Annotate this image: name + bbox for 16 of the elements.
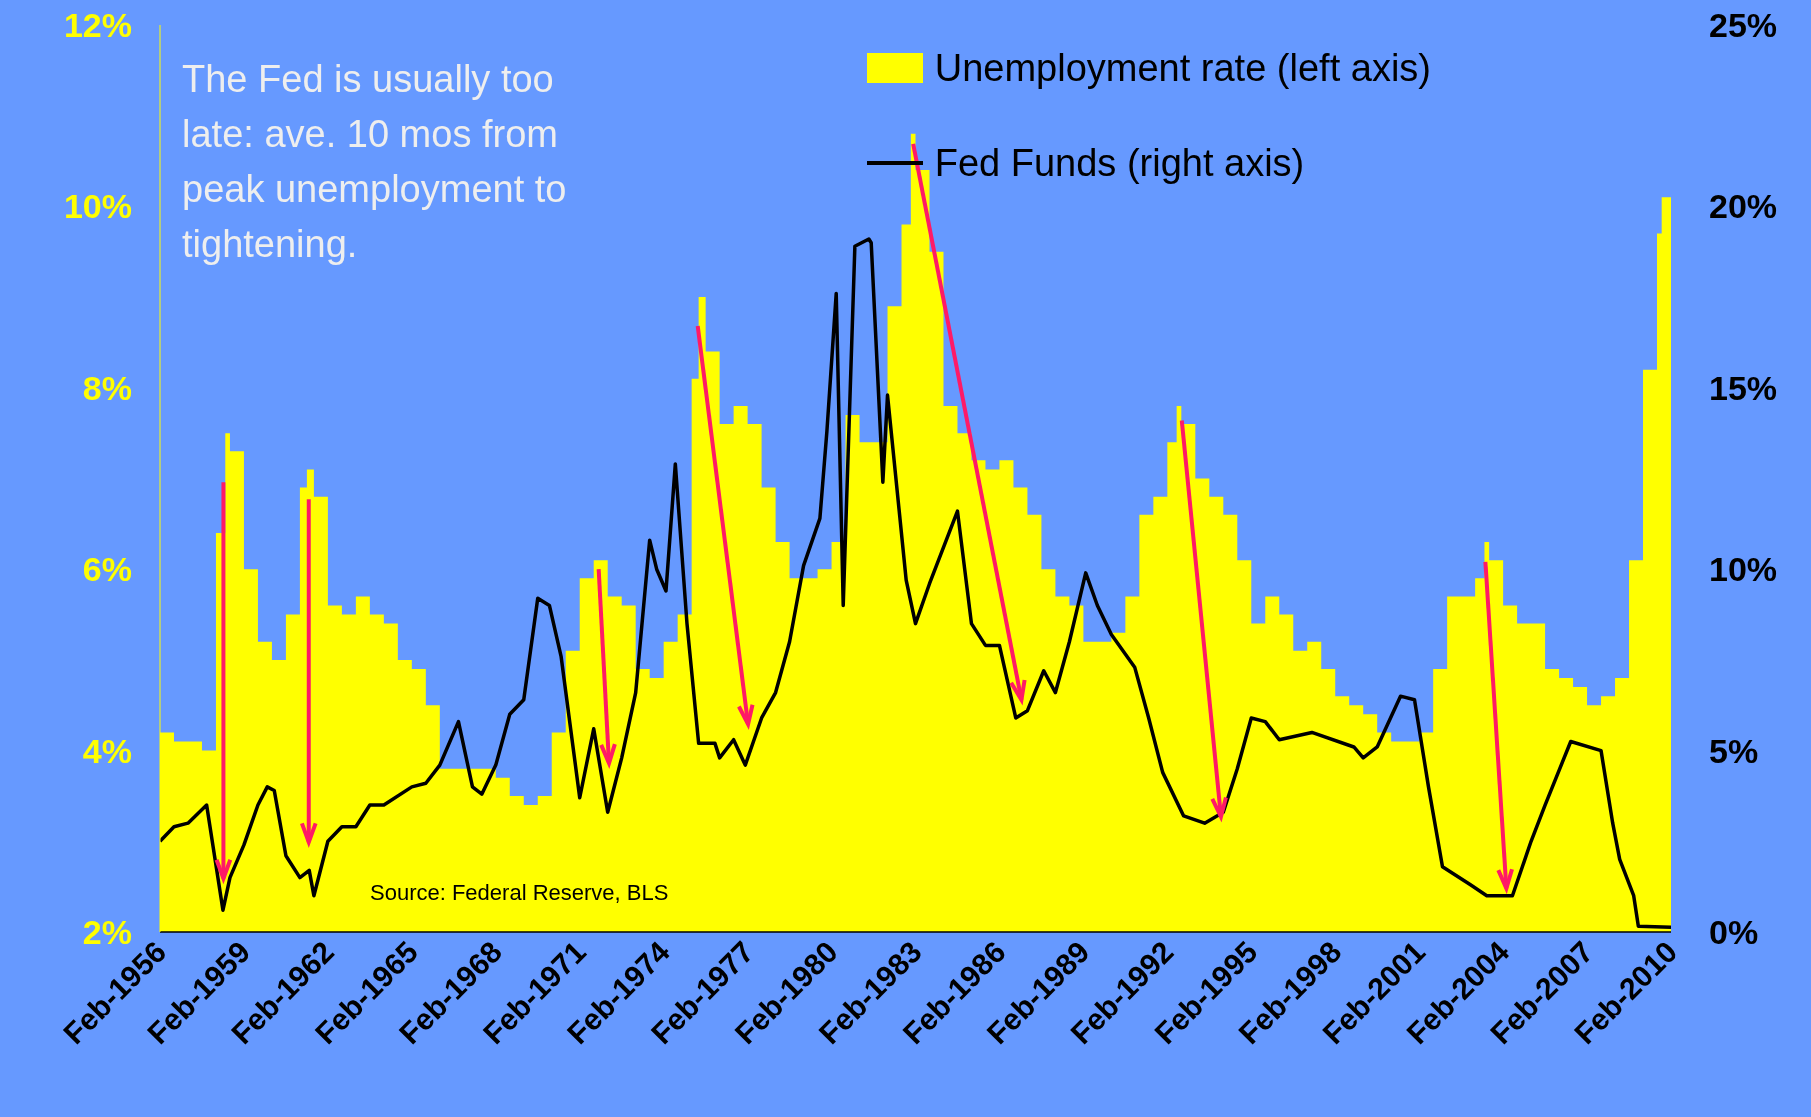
legend-label: Fed Funds (right axis) — [934, 141, 1305, 185]
y2-tick-label: 25% — [1709, 6, 1778, 45]
legend-label: Unemployment rate (left axis) — [934, 46, 1431, 90]
y-tick-label: 10% — [63, 187, 132, 226]
annotation: Source: Federal Reserve, BLS — [370, 880, 669, 906]
y2-tick-label: 15% — [1709, 368, 1778, 407]
annotation: The Fed is usually too late: ave. 10 mos from peak unemployment to tightening. — [182, 57, 568, 267]
y-tick-label: 2% — [82, 913, 132, 952]
y2-tick-label: 0% — [1709, 913, 1759, 952]
y-tick-label: 12% — [63, 6, 132, 45]
y-tick-label: 4% — [82, 731, 132, 770]
y-tick-label: 8% — [82, 368, 132, 407]
y2-tick-label: 5% — [1709, 731, 1759, 770]
y2-tick-label: 10% — [1709, 550, 1778, 589]
y2-tick-label: 20% — [1709, 187, 1778, 226]
y-tick-label: 6% — [82, 550, 132, 589]
